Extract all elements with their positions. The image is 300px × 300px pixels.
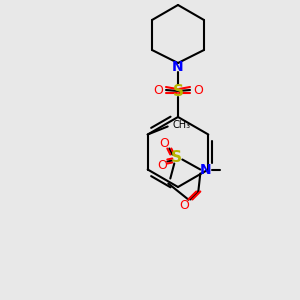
Text: O: O xyxy=(159,137,169,150)
Text: O: O xyxy=(153,83,163,97)
Text: O: O xyxy=(158,159,167,172)
Text: N: N xyxy=(200,163,211,176)
Text: O: O xyxy=(179,199,189,212)
Text: S: S xyxy=(171,150,182,165)
Text: N: N xyxy=(172,60,184,74)
Text: CH₃: CH₃ xyxy=(173,121,191,130)
Text: S: S xyxy=(172,83,184,98)
Text: O: O xyxy=(193,83,203,97)
